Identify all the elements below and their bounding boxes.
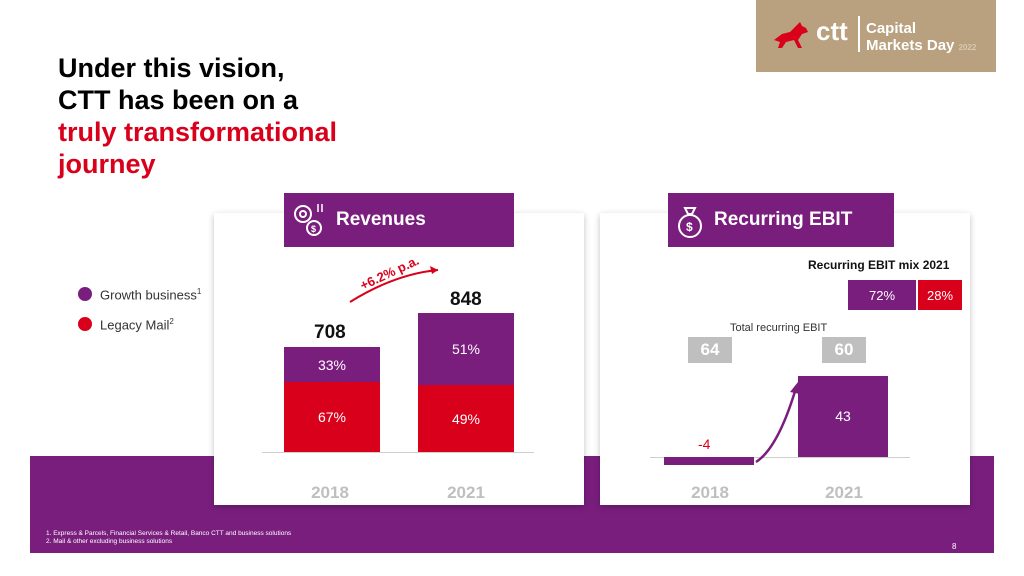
revenues-year-2021: 2021: [447, 483, 485, 502]
ebit-mix-legacy: 28%: [918, 280, 962, 310]
revenues-axis: [262, 452, 534, 453]
title-line-1: Under this vision,: [58, 53, 285, 83]
ebit-growth-arrow-icon: [755, 382, 800, 464]
ebit-bar-2021: 43: [798, 376, 888, 457]
logo-brand: ctt: [816, 16, 848, 46]
logo-year: 2022: [958, 43, 977, 52]
gears-icon: $: [294, 204, 323, 236]
ebit-total-2021-value: 60: [834, 340, 854, 359]
ebit-bar-2018: [664, 457, 754, 465]
ebit-year-2021: 2021: [825, 483, 863, 502]
ebit-mix-growth-label: 72%: [868, 287, 896, 303]
ebit-header: $ Recurring EBIT: [668, 193, 894, 247]
legend-growth-label: Growth business: [100, 287, 197, 303]
page-number: 8: [952, 542, 957, 551]
ebit-panel: [600, 213, 970, 505]
money-bag-icon: $: [678, 207, 702, 238]
ebit-total-2021: 60: [822, 337, 866, 363]
svg-text:$: $: [686, 220, 693, 234]
title-line-2: CTT has been on a: [58, 85, 299, 115]
ebit-total-label: Total recurring EBIT: [730, 322, 828, 334]
ebit-title: Recurring EBIT: [714, 209, 853, 230]
legend-legacy-swatch: [78, 317, 92, 331]
ebit-axis: [650, 457, 910, 458]
revenues-bar-2021-growth-label: 51%: [451, 341, 481, 357]
horse-rider-icon: [774, 22, 808, 48]
ebit-year-2018: 2018: [691, 483, 729, 502]
ebit-bar-2018-label: -4: [698, 436, 711, 452]
logo-line-2-text: Markets Day: [866, 37, 955, 54]
legend-legacy: Legacy Mail2: [100, 317, 174, 332]
revenues-header: $ Revenues: [284, 193, 514, 247]
legend-growth-swatch: [78, 287, 92, 301]
revenues-panel: [214, 213, 584, 505]
title-line-4: journey: [58, 149, 156, 179]
capital-markets-day-logo: ctt Capital Markets Day 2022: [756, 0, 996, 72]
ebit-mix-growth: 72%: [848, 280, 916, 310]
ebit-mix-title: Recurring EBIT mix 2021: [808, 258, 950, 272]
revenues-bar-2018-growth: 33%: [284, 347, 380, 382]
legend-legacy-label: Legacy Mail: [100, 317, 170, 333]
ebit-total-2018: 64: [688, 337, 732, 363]
growth-arrow-icon: [349, 266, 439, 303]
revenues-bar-2021-legacy: 49%: [418, 385, 514, 452]
revenues-bar-2021-growth: 51%: [418, 313, 514, 385]
logo-line-1: Capital: [866, 20, 917, 37]
revenues-title: Revenues: [336, 209, 426, 230]
legend-growth-sup: 1: [196, 287, 202, 296]
ebit-total-2018-value: 64: [700, 340, 720, 359]
ebit-mix-legacy-label: 28%: [926, 287, 954, 303]
revenues-bar-2021-legacy-label: 49%: [451, 410, 481, 427]
page-title: Under this vision, CTT has been on a tru…: [58, 52, 337, 180]
footnote-1: 1. Express & Parcels, Financial Services…: [46, 530, 292, 537]
revenues-total-2021: 848: [450, 289, 482, 310]
revenues-bar-2018-legacy: 67%: [284, 382, 380, 452]
logo-line-2: Markets Day 2022: [866, 37, 976, 56]
revenues-year-2018: 2018: [311, 483, 349, 502]
revenues-bar-2018-growth-label: 33%: [317, 356, 347, 373]
title-line-3: truly transformational: [58, 117, 338, 147]
ebit-bar-2021-label: 43: [835, 408, 851, 424]
svg-text:$: $: [311, 224, 316, 234]
logo-text: Capital Markets Day 2022: [866, 20, 976, 56]
footnote-2: 2. Mail & other excluding business solut…: [46, 538, 173, 545]
logo-divider: [858, 16, 860, 52]
revenues-bar-2018-legacy-label: 67%: [317, 409, 347, 425]
legend-legacy-sup: 2: [169, 317, 174, 326]
legend-growth: Growth business1: [100, 287, 201, 302]
revenues-total-2018: 708: [314, 322, 346, 343]
